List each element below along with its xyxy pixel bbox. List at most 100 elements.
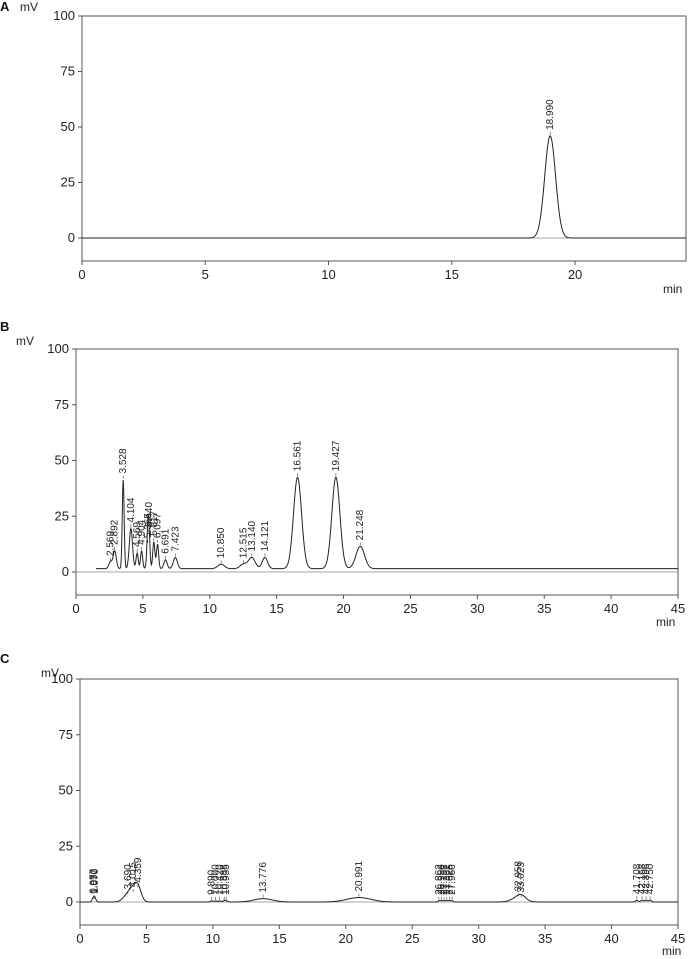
peak-label: 10.935 — [221, 864, 232, 895]
peak-label: 42.396 — [641, 863, 652, 894]
peak-label: 7.423 — [170, 526, 181, 551]
peak-label: 12.515 — [238, 527, 249, 558]
peak-label: 19.427 — [331, 440, 342, 471]
x-tick-label: 40 — [604, 931, 618, 946]
x-tick-label: 5 — [139, 601, 146, 616]
peak-label: 3.690 — [123, 864, 134, 889]
x-tick-label: 30 — [470, 601, 484, 616]
plot-frame — [79, 678, 679, 926]
peak-label: 4.904 — [137, 519, 148, 544]
x-tick-label: 0 — [78, 267, 85, 282]
peak-label: 13.140 — [247, 520, 258, 551]
panel-label-c: C — [0, 651, 10, 666]
peak-label: 21.248 — [355, 509, 366, 540]
peak-label: 14.121 — [260, 520, 271, 551]
chromatogram-panel-b: B mV min 0 25 50 75 100 0 5 10 15 20 25 30 35 40 45 2.5… — [0, 319, 685, 629]
x-tick-label: 0 — [72, 601, 79, 616]
peak-label: 27.381 — [442, 864, 453, 895]
x-tick-label: 40 — [604, 601, 618, 616]
y-tick-label: 75 — [59, 727, 73, 742]
x-tick-label: 5 — [143, 931, 150, 946]
peak-label: 4.569 — [132, 522, 143, 547]
y-unit-label-a: mV — [20, 0, 38, 14]
x-tick-label: 15 — [272, 931, 286, 946]
peak-label: 18.990 — [545, 99, 556, 130]
peak-label: 0.977 — [88, 868, 99, 893]
x-tick-label: 20 — [339, 931, 353, 946]
x-tick-label: 10 — [321, 267, 335, 282]
peak-label: 5.365 — [143, 513, 154, 538]
y-unit-label-b: mV — [16, 334, 34, 348]
x-tick-label: 15 — [269, 601, 283, 616]
peak-label: 2.569 — [105, 531, 116, 556]
peak-label: 10.420 — [215, 864, 226, 895]
peak-label: 10.850 — [216, 527, 227, 558]
y-tick-label: 0 — [68, 230, 75, 245]
peak-label: 1.050 — [89, 868, 100, 893]
peak-label: 13.776 — [258, 862, 269, 893]
peak-label: 2.892 — [110, 519, 121, 544]
chromatogram-panel-c: C mV min 0 25 50 75 100 0 5 10 15 20 25 30 35 40 45 0.9… — [0, 651, 685, 958]
peak-label: 42.168 — [637, 863, 648, 894]
y-tick-label: 50 — [61, 119, 75, 134]
x-unit-label-b: min — [656, 615, 675, 629]
x-tick-label: 30 — [471, 931, 485, 946]
x-tick-label: 25 — [403, 601, 417, 616]
peak-label: 4.015 — [128, 862, 139, 887]
peak-label: 16.561 — [293, 440, 304, 471]
y-unit-label-c: mV — [41, 666, 59, 680]
y-tick-label: 100 — [53, 8, 75, 23]
plot-frame — [81, 15, 687, 262]
y-tick-label: 75 — [55, 397, 69, 412]
y-tick-label: 100 — [51, 671, 73, 686]
x-tick-label: 10 — [206, 931, 220, 946]
y-tick-label: 100 — [47, 341, 69, 356]
chromatogram-panel-a: A mV min 0 25 50 75 100 0 5 10 15 20 18.990 — [0, 0, 687, 296]
x-tick-label: 35 — [538, 931, 552, 946]
x-tick-label: 0 — [76, 931, 83, 946]
y-tick-label: 25 — [59, 838, 73, 853]
peak-label: 10.000 — [211, 864, 222, 895]
chromatogram-trace — [96, 476, 678, 570]
plot-frame — [75, 348, 679, 596]
peak-label: 27.960 — [447, 864, 458, 895]
y-tick-label: 50 — [55, 453, 69, 468]
peak-label: 4.104 — [126, 497, 137, 522]
peak-label: 32.958 — [514, 861, 525, 892]
x-tick-label: 45 — [671, 601, 685, 616]
peak-label: 6.097 — [153, 513, 164, 538]
x-unit-label-c: min — [662, 944, 681, 958]
peak-label: 4.359 — [133, 857, 144, 882]
chromatogram-trace — [80, 881, 678, 903]
x-unit-label-a: min — [663, 282, 682, 296]
x-tick-label: 10 — [203, 601, 217, 616]
y-tick-label: 0 — [62, 564, 69, 579]
y-tick-label: 0 — [66, 894, 73, 909]
peak-label: 5.817 — [149, 510, 160, 535]
x-tick-label: 45 — [671, 931, 685, 946]
panel-label-a: A — [0, 0, 10, 14]
y-tick-label: 25 — [61, 175, 75, 190]
peak-label: 6.691 — [161, 528, 172, 553]
peak-label: 26.950 — [436, 864, 447, 895]
peak-label: 33.023 — [516, 862, 527, 893]
x-tick-label: 5 — [202, 267, 209, 282]
y-tick-label: 50 — [59, 783, 73, 798]
peak-label: 10.888 — [219, 864, 230, 895]
peak-label: 27.526 — [444, 864, 455, 895]
peak-label: 9.890 — [207, 869, 218, 894]
y-tick-label: 75 — [61, 64, 75, 79]
peak-label: 26.862 — [434, 864, 445, 895]
peak-label: 1.070 — [90, 868, 101, 893]
panel-label-b: B — [0, 319, 9, 334]
peak-label: 41.708 — [632, 863, 643, 894]
x-tick-label: 35 — [537, 601, 551, 616]
x-tick-label: 20 — [336, 601, 350, 616]
peak-label: 20.991 — [354, 861, 365, 892]
x-tick-label: 15 — [445, 267, 459, 282]
peak-label: 5.440 — [144, 502, 155, 527]
peak-label: 27.158 — [439, 864, 450, 895]
peak-label: 42.750 — [645, 863, 656, 894]
x-tick-label: 25 — [405, 931, 419, 946]
